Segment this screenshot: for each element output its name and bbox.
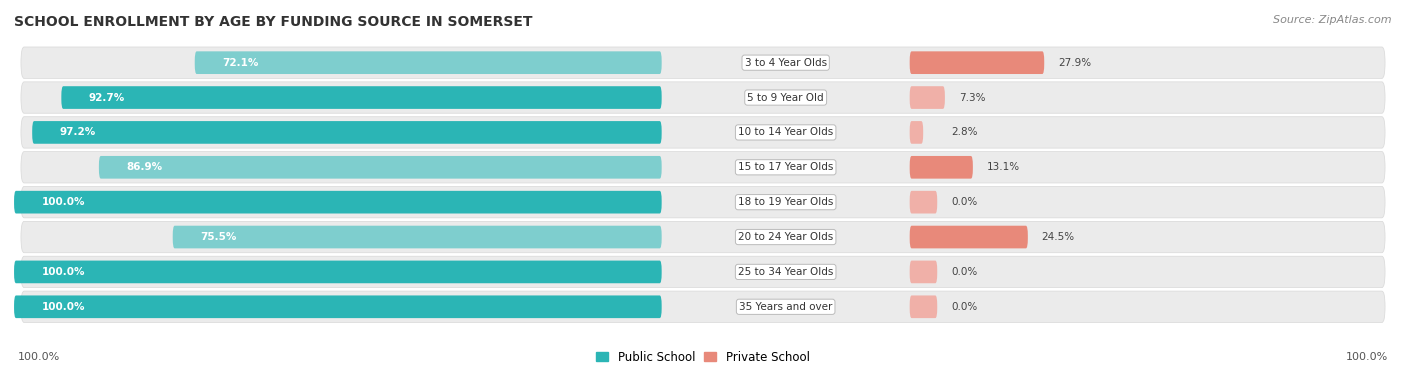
FancyBboxPatch shape xyxy=(21,291,1385,322)
Text: 2.8%: 2.8% xyxy=(950,127,977,138)
Text: 10 to 14 Year Olds: 10 to 14 Year Olds xyxy=(738,127,834,138)
Text: 92.7%: 92.7% xyxy=(89,92,125,103)
Text: 20 to 24 Year Olds: 20 to 24 Year Olds xyxy=(738,232,834,242)
Text: 72.1%: 72.1% xyxy=(222,58,259,68)
Text: 100.0%: 100.0% xyxy=(18,352,60,362)
FancyBboxPatch shape xyxy=(32,121,662,144)
FancyBboxPatch shape xyxy=(21,117,1385,148)
Text: 0.0%: 0.0% xyxy=(950,302,977,312)
FancyBboxPatch shape xyxy=(910,226,1028,248)
Text: 0.0%: 0.0% xyxy=(950,197,977,207)
Text: 7.3%: 7.3% xyxy=(959,92,986,103)
Text: 5 to 9 Year Old: 5 to 9 Year Old xyxy=(748,92,824,103)
FancyBboxPatch shape xyxy=(173,226,662,248)
FancyBboxPatch shape xyxy=(98,156,662,179)
FancyBboxPatch shape xyxy=(62,86,662,109)
Text: 15 to 17 Year Olds: 15 to 17 Year Olds xyxy=(738,162,834,172)
Text: Source: ZipAtlas.com: Source: ZipAtlas.com xyxy=(1274,15,1392,25)
Text: 3 to 4 Year Olds: 3 to 4 Year Olds xyxy=(745,58,827,68)
Text: 24.5%: 24.5% xyxy=(1042,232,1074,242)
Text: 27.9%: 27.9% xyxy=(1057,58,1091,68)
Legend: Public School, Private School: Public School, Private School xyxy=(596,351,810,363)
FancyBboxPatch shape xyxy=(21,82,1385,113)
Text: 100.0%: 100.0% xyxy=(42,302,86,312)
FancyBboxPatch shape xyxy=(14,191,662,213)
FancyBboxPatch shape xyxy=(14,296,662,318)
Text: 13.1%: 13.1% xyxy=(987,162,1019,172)
FancyBboxPatch shape xyxy=(21,221,1385,253)
FancyBboxPatch shape xyxy=(910,51,1045,74)
FancyBboxPatch shape xyxy=(910,156,973,179)
FancyBboxPatch shape xyxy=(14,261,662,283)
Text: 100.0%: 100.0% xyxy=(42,267,86,277)
FancyBboxPatch shape xyxy=(21,152,1385,183)
Text: 100.0%: 100.0% xyxy=(1346,352,1388,362)
FancyBboxPatch shape xyxy=(195,51,662,74)
FancyBboxPatch shape xyxy=(910,86,945,109)
FancyBboxPatch shape xyxy=(910,191,938,213)
FancyBboxPatch shape xyxy=(910,296,938,318)
FancyBboxPatch shape xyxy=(21,256,1385,288)
Text: 97.2%: 97.2% xyxy=(59,127,96,138)
Text: 100.0%: 100.0% xyxy=(42,197,86,207)
FancyBboxPatch shape xyxy=(910,121,924,144)
FancyBboxPatch shape xyxy=(21,47,1385,78)
Text: 75.5%: 75.5% xyxy=(200,232,236,242)
FancyBboxPatch shape xyxy=(910,261,938,283)
Text: 86.9%: 86.9% xyxy=(127,162,163,172)
Text: 18 to 19 Year Olds: 18 to 19 Year Olds xyxy=(738,197,834,207)
FancyBboxPatch shape xyxy=(21,187,1385,218)
Text: 0.0%: 0.0% xyxy=(950,267,977,277)
Text: 25 to 34 Year Olds: 25 to 34 Year Olds xyxy=(738,267,834,277)
Text: 35 Years and over: 35 Years and over xyxy=(740,302,832,312)
Text: SCHOOL ENROLLMENT BY AGE BY FUNDING SOURCE IN SOMERSET: SCHOOL ENROLLMENT BY AGE BY FUNDING SOUR… xyxy=(14,15,533,29)
